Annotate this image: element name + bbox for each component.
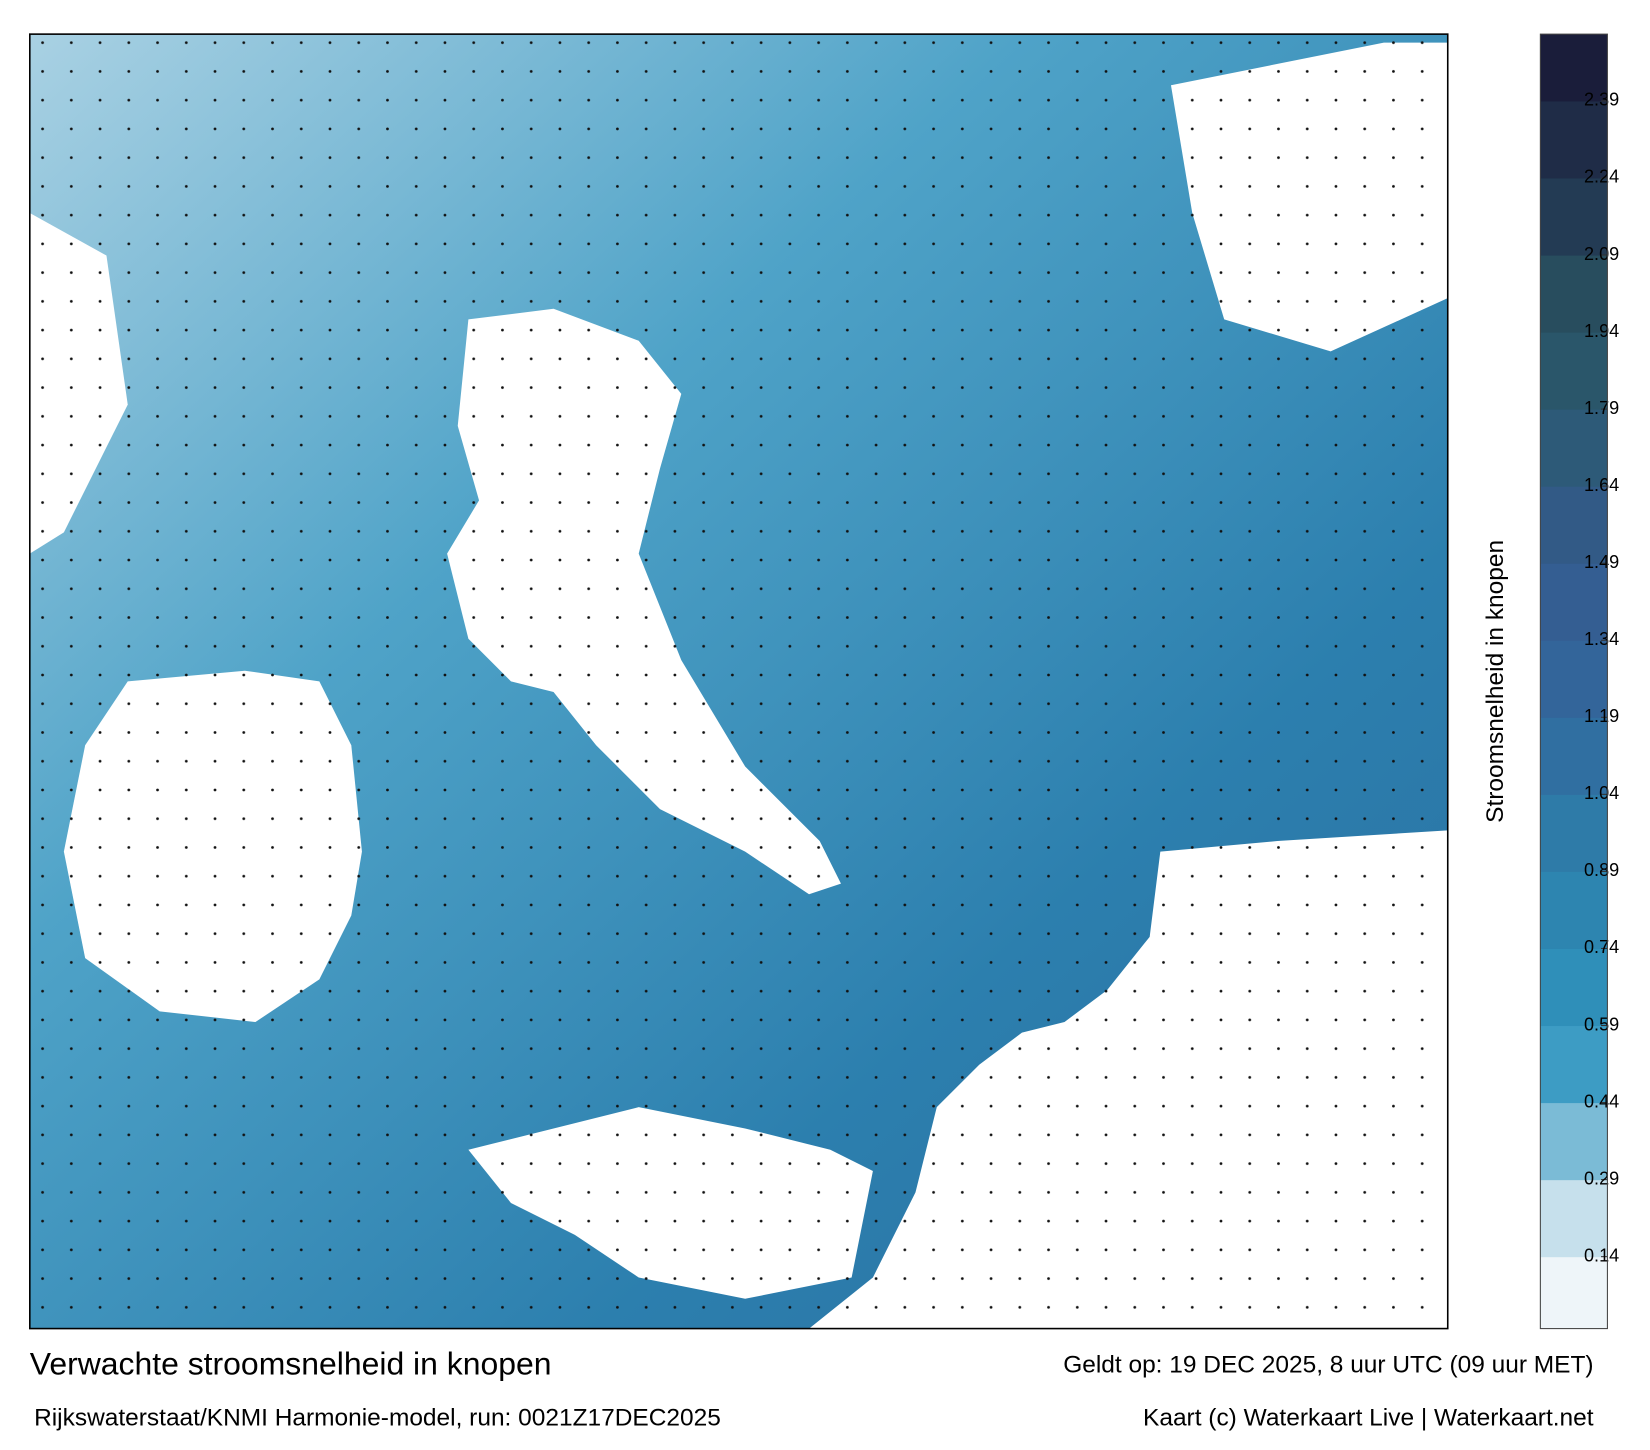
- colorbar-tick-label: 0.74: [1584, 937, 1619, 957]
- colorbar-band: [1540, 640, 1608, 718]
- colorbar-band: [1540, 1256, 1608, 1330]
- colorbar-band: [1540, 177, 1608, 256]
- colorbar-tick-label: 0.59: [1584, 1014, 1619, 1034]
- colorbar-tick-label: 2.24: [1584, 167, 1619, 187]
- map: [29, 34, 1448, 1329]
- colorbar-tick-label: 1.64: [1584, 475, 1619, 495]
- colorbar-band: [1540, 1025, 1608, 1104]
- colorbar-band: [1540, 486, 1608, 564]
- credit: Kaart (c) Waterkaart Live | Waterkaart.n…: [1143, 1405, 1594, 1432]
- colorbar-band: [1540, 1179, 1608, 1258]
- map-frame: [29, 33, 1449, 1330]
- colorbar-band: [1540, 100, 1608, 179]
- colorbar-tick-label: 0.14: [1584, 1245, 1619, 1265]
- colorbar-band: [1540, 1102, 1608, 1181]
- colorbar-tick-label: 0.44: [1584, 1091, 1619, 1111]
- colorbar-tick-label: 2.39: [1584, 90, 1619, 110]
- colorbar-band: [1540, 794, 1608, 872]
- colorbar-band: [1540, 332, 1608, 410]
- colorbar-frame: [1539, 33, 1608, 1330]
- colorbar-tick-label: 1.19: [1584, 706, 1619, 726]
- colorbar-tick-label: 0.29: [1584, 1168, 1619, 1188]
- colorbar-tick-label: 1.79: [1584, 398, 1619, 418]
- colorbar: 0.14 0.29 0.44 0.59 0.74 0.89 1.04 1.19 1.34 1.49…: [1540, 34, 1619, 1330]
- current-grid: [29, 34, 1448, 1329]
- colorbar-band: [1540, 717, 1608, 795]
- colorbar-tick-label: 1.34: [1584, 629, 1619, 649]
- colorbar-tick-label: 1.04: [1584, 783, 1619, 803]
- colorbar-band: [1540, 409, 1608, 487]
- valid-time: Geldt op: 19 DEC 2025, 8 uur UTC (09 uur…: [1063, 1351, 1593, 1378]
- colorbar-band: [1540, 948, 1608, 1027]
- colorbar-band: [1540, 255, 1608, 333]
- colorbar-tick-label: 1.49: [1584, 552, 1619, 572]
- colorbar-label: Stroomsnelheid in knopen: [1482, 540, 1509, 823]
- source: Rijkswaterstaat/KNMI Harmonie-model, run…: [34, 1405, 721, 1432]
- title: Verwachte stroomsnelheid in knopen: [30, 1345, 552, 1381]
- colorbar-tick-label: 0.89: [1584, 860, 1619, 880]
- colorbar-band: [1540, 34, 1608, 102]
- colorbar-tick-label: 2.09: [1584, 244, 1619, 264]
- colorbar-band: [1540, 563, 1608, 641]
- colorbar-tick-label: 1.94: [1584, 321, 1619, 341]
- colorbar-band: [1540, 871, 1608, 949]
